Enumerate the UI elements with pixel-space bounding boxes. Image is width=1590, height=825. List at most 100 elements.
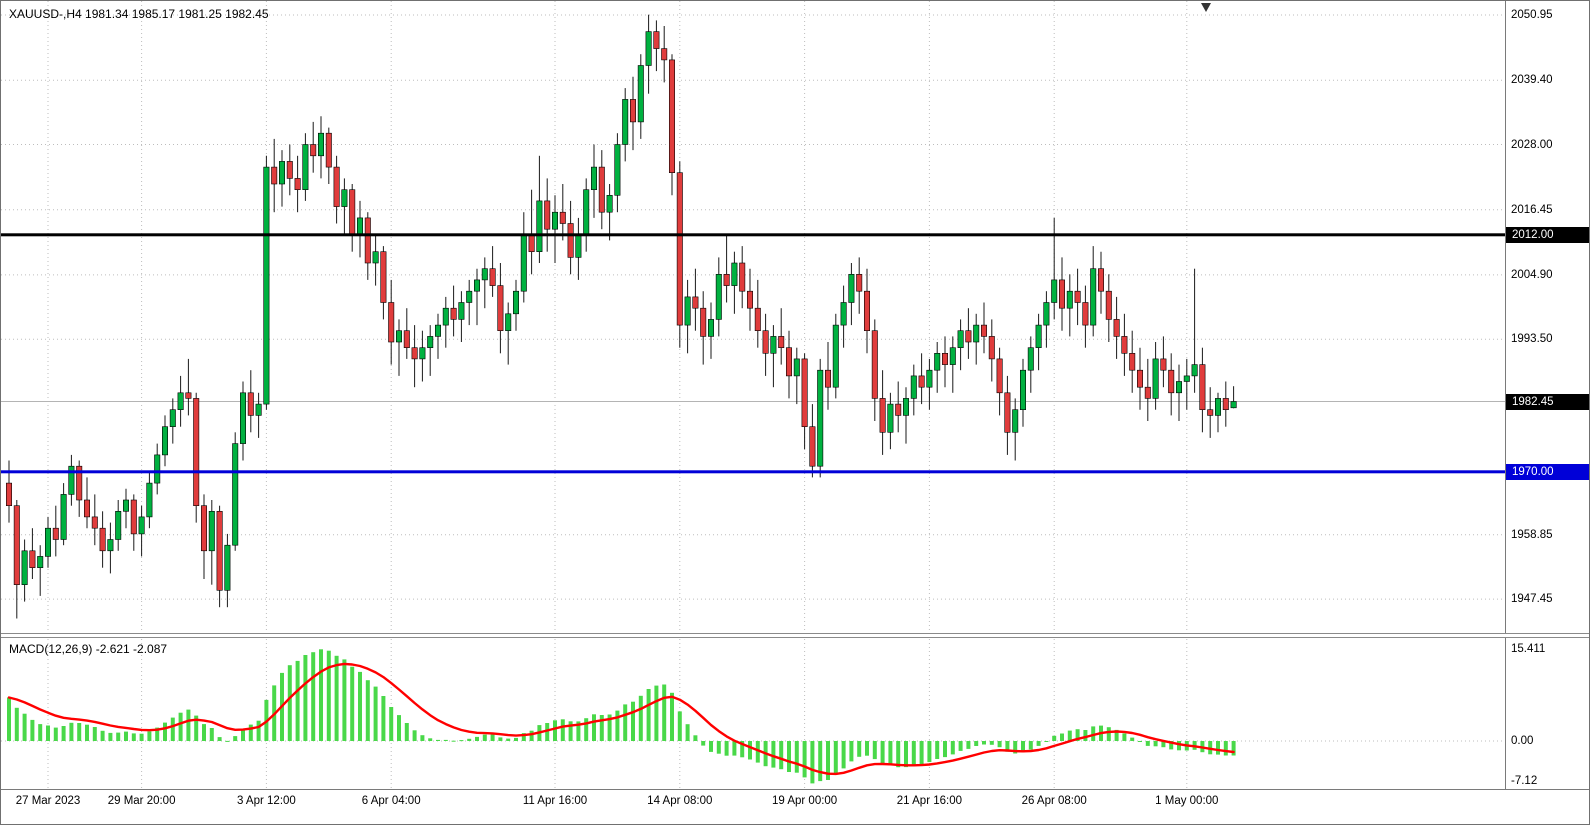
macd-bar [1106, 727, 1111, 741]
macd-bar [108, 732, 113, 741]
macd-bar [872, 741, 877, 760]
candle-body [123, 499, 130, 512]
macd-bar [833, 741, 838, 775]
macd-bar [397, 715, 401, 741]
pane-splitter[interactable] [1, 633, 1589, 638]
candle-body [1113, 319, 1120, 337]
macd-bar [740, 741, 745, 758]
candle-body [1215, 398, 1222, 416]
candle-body [208, 510, 215, 552]
macd-bar [615, 710, 620, 741]
candle-body [107, 539, 114, 552]
candle-body [746, 290, 753, 309]
macd-bar [233, 736, 238, 741]
macd-bar [818, 741, 823, 782]
candle-body [1230, 401, 1237, 409]
macd-bar [1122, 733, 1127, 741]
macd-signal-line [7, 662, 1235, 776]
candle-body [52, 527, 59, 540]
candle-body [146, 482, 153, 518]
macd-bar [217, 737, 222, 741]
candle-body [13, 505, 20, 586]
price-axis-label: 2016.45 [1511, 203, 1553, 216]
macd-bar [241, 728, 245, 741]
candle-body [442, 307, 449, 326]
candle-body [801, 358, 808, 427]
candle-body [1027, 347, 1034, 371]
macd-bar [592, 714, 596, 741]
hline-1970[interactable] [1, 470, 1505, 474]
candle-body [154, 454, 161, 484]
candle-body [824, 369, 831, 388]
candle-body [466, 290, 473, 303]
candle-body [271, 166, 278, 185]
macd-bar [771, 741, 776, 768]
macd-bar [779, 741, 784, 770]
candle-body [551, 211, 558, 230]
macd-bar [139, 733, 144, 741]
price-axis-label: 2028.00 [1511, 138, 1553, 151]
main-chart[interactable] [1, 1, 1505, 789]
macd-bar [849, 741, 854, 762]
macd-bar [802, 741, 807, 778]
candle-body [770, 336, 777, 354]
candle-body [505, 313, 512, 331]
macd-bar [794, 741, 799, 773]
horizontal-lines[interactable] [1, 233, 1505, 474]
candle-body [255, 403, 262, 416]
macd-bar [826, 741, 830, 780]
macd-bar [1177, 741, 1181, 751]
candle-body [957, 330, 964, 349]
macd-bar [911, 741, 916, 766]
macd-bar [904, 741, 908, 768]
macd-bar [1060, 733, 1064, 741]
macd-bar [116, 732, 121, 741]
candle-body [512, 290, 519, 315]
chart-shift-marker-icon[interactable] [1201, 3, 1211, 12]
macd-bar [935, 741, 940, 759]
candle-body [68, 465, 75, 495]
macd-bar [77, 723, 82, 741]
macd-bar [482, 734, 487, 741]
macd-bar [475, 736, 479, 741]
time-axis[interactable]: 27 Mar 2023 29 Mar 20:00 3 Apr 12:00 6 Apr … [1, 789, 1589, 814]
hline-2012[interactable] [1, 233, 1505, 237]
candle-body [99, 527, 106, 552]
candle-body [247, 392, 254, 416]
candle-body [411, 347, 418, 360]
candle-body [60, 494, 67, 540]
price-flag-1982.45: 1982.45 [1506, 393, 1589, 410]
macd-bar [787, 741, 791, 772]
macd-bar [521, 733, 526, 741]
macd-bar [607, 714, 612, 741]
macd-bar [896, 741, 901, 768]
candle-body [1183, 375, 1190, 382]
macd-histogram [7, 649, 1236, 784]
macd-bar [147, 731, 152, 741]
macd-bar [69, 722, 74, 741]
candle-body [731, 262, 738, 286]
candle-body [388, 302, 395, 343]
macd-bar [53, 727, 58, 741]
price-axis-label: 1993.50 [1511, 333, 1553, 346]
macd-bar [1021, 741, 1025, 753]
candle-body [1090, 268, 1097, 326]
macd-bar [677, 711, 682, 741]
candle-body [668, 59, 675, 174]
candle-body [973, 324, 980, 343]
candle-body [294, 178, 301, 190]
candle-body [278, 161, 285, 185]
macd-bar [685, 724, 690, 741]
macd-bar [748, 741, 752, 760]
candle-body [1074, 290, 1081, 303]
price-axis[interactable]: 2050.95 2039.40 2028.00 2016.45 2004.90 1993.… [1505, 1, 1589, 813]
candle-body [1082, 302, 1089, 326]
macd-bar [506, 738, 511, 741]
candle-body [364, 217, 371, 264]
candle-body [910, 375, 917, 399]
price-axis-label: 1947.45 [1511, 593, 1553, 606]
candle-body [317, 132, 324, 157]
candle-body [848, 273, 855, 303]
candle-body [1098, 268, 1105, 292]
candle-body [1168, 369, 1175, 394]
